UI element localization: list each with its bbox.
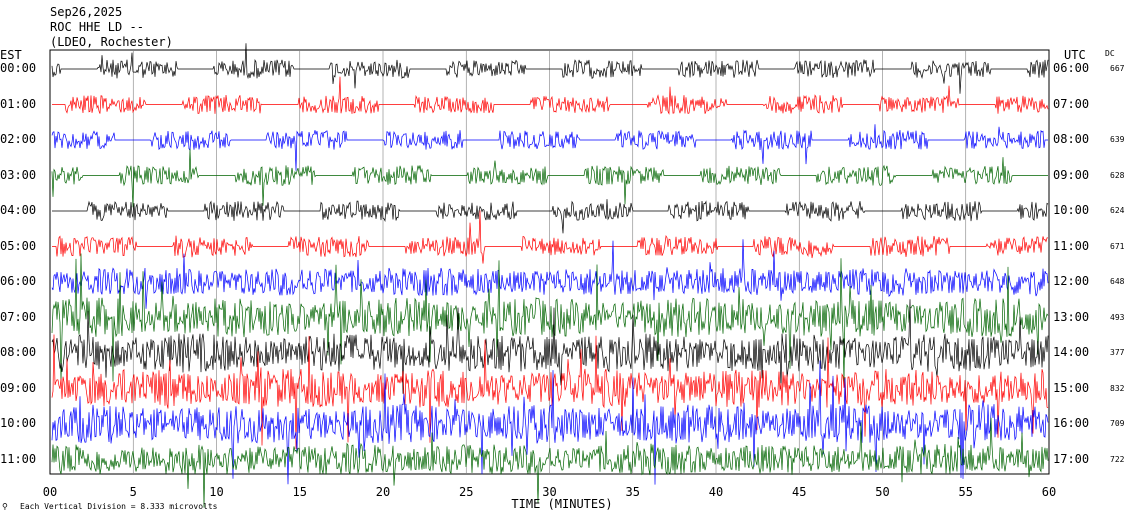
trace-10:00 [51, 360, 1049, 485]
dc-title: DC [1105, 49, 1115, 58]
trace-11:00 [51, 417, 1049, 508]
est-label: 09:00 [0, 380, 37, 395]
est-label: 04:00 [0, 203, 37, 217]
x-tick-label: 35 [626, 485, 640, 499]
left-axis-title: EST [0, 48, 22, 62]
est-label: 00:00 [0, 61, 37, 75]
est-label: 03:00 [0, 167, 37, 182]
utc-label: 17:00 [1053, 451, 1090, 466]
x-tick-label: 20 [376, 485, 390, 499]
trace-06:00 [51, 239, 1049, 309]
dc-value: 709 [1110, 419, 1125, 428]
utc-label: 15:00 [1053, 380, 1090, 395]
dc-value: 722 [1110, 454, 1125, 464]
x-tick-label: 00 [43, 485, 57, 499]
date-label: Sep26,2025 [50, 5, 123, 19]
x-tick-label: 15 [293, 485, 307, 499]
utc-label: 10:00 [1053, 203, 1090, 217]
trace-03:00 [51, 148, 1048, 208]
x-tick-label: 25 [459, 485, 473, 499]
seismic-traces [51, 43, 1049, 508]
x-tick-labels: 00 5 10 15 20 25 30 35 40 45 50 55 60 [43, 485, 1056, 499]
trace-01:00 [52, 76, 1049, 115]
trace-08:00 [51, 299, 1049, 394]
utc-label: 14:00 [1053, 345, 1090, 359]
x-tick-label: 10 [209, 485, 223, 499]
est-label: 10:00 [0, 416, 37, 430]
small-mark-icon: ⚲ [2, 502, 8, 511]
trace-05:00 [52, 210, 1048, 264]
est-label: 01:00 [0, 96, 37, 111]
dc-value: 671 [1110, 241, 1125, 251]
trace-07:00 [51, 253, 1049, 384]
utc-label: 12:00 [1053, 274, 1090, 288]
dc-value: 667 [1110, 64, 1125, 73]
utc-label: 08:00 [1053, 132, 1090, 146]
utc-label: 06:00 [1053, 61, 1090, 75]
est-label: 02:00 [0, 132, 37, 146]
station-label: ROC HHE LD -- [50, 20, 144, 34]
utc-label: 13:00 [1053, 309, 1090, 324]
x-tick-label: 45 [792, 485, 806, 499]
est-label: 05:00 [0, 238, 37, 253]
trace-04:00 [52, 199, 1049, 234]
utc-label: 07:00 [1053, 96, 1090, 111]
x-axis-label: TIME (MINUTES) [511, 497, 612, 511]
est-label: 08:00 [0, 345, 37, 359]
x-tick-label: 40 [709, 485, 723, 499]
trace-00:00 [51, 43, 1049, 94]
x-tick-label: 60 [1042, 485, 1056, 499]
utc-label: 16:00 [1053, 416, 1090, 430]
dc-value: 639 [1110, 135, 1125, 144]
scale-note: Each Vertical Division = 8.333 microvolt… [20, 502, 218, 511]
dc-value: 377 [1110, 348, 1125, 357]
dc-value: 493 [1110, 312, 1125, 322]
dc-value: 832 [1110, 383, 1125, 393]
trace-02:00 [51, 124, 1048, 171]
utc-label: 09:00 [1053, 167, 1090, 182]
est-label: 11:00 [0, 451, 37, 466]
dc-value: 628 [1110, 170, 1125, 180]
utc-label: 11:00 [1053, 238, 1090, 253]
x-tick-label: 50 [875, 485, 889, 499]
x-tick-label: 55 [959, 485, 973, 499]
est-label: 07:00 [0, 309, 37, 324]
dc-value: 624 [1110, 206, 1125, 215]
network-label: (LDEO, Rochester) [50, 35, 173, 49]
est-label: 06:00 [0, 274, 37, 288]
x-tick-label: 30 [542, 485, 556, 499]
x-tick-label: 5 [130, 485, 137, 499]
dc-value: 648 [1110, 277, 1125, 286]
right-axis-title: UTC [1064, 48, 1086, 62]
